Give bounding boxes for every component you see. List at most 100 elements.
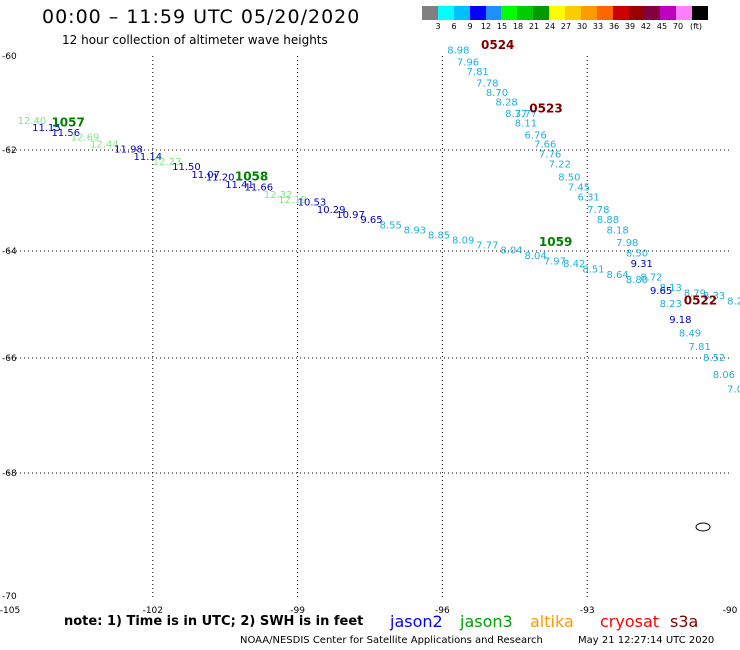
wave-height-value: 8.24 <box>727 297 740 308</box>
color-scale-bar <box>422 6 709 20</box>
wave-height-value: 11.20 <box>206 172 235 183</box>
wave-height-value: 12.32 <box>264 190 293 201</box>
pass-label: 0524 <box>481 38 514 52</box>
color-scale-label: 15 <box>496 22 508 31</box>
longitude-tick-label: -99 <box>290 606 305 616</box>
wave-height-value: 8.93 <box>404 225 426 236</box>
longitude-tick-label: -90 <box>723 606 738 616</box>
pass-label: 0523 <box>529 101 562 115</box>
pass-label: 1059 <box>539 235 572 249</box>
longitude-tick-label: -105 <box>0 606 20 616</box>
color-scale-label: 27 <box>560 22 572 31</box>
latitude-tick-label: -66 <box>2 354 17 364</box>
map-subtitle: 12 hour collection of altimeter wave hei… <box>62 33 328 47</box>
longitude-tick-label: -93 <box>580 606 595 616</box>
color-scale-label: 9 <box>467 22 473 31</box>
wave-height-value: 7.22 <box>549 160 571 171</box>
wave-height-value: 12.23 <box>153 157 182 168</box>
wave-height-value: 7.0 <box>727 385 740 396</box>
longitude-tick-label: -96 <box>435 606 450 616</box>
color-swatch <box>628 6 645 20</box>
wave-height-value: 7.77 <box>515 109 537 120</box>
wave-height-value: 8.33 <box>703 291 725 302</box>
wave-height-value: 12.40 <box>18 116 47 127</box>
wave-height-value: 8.79 <box>684 288 706 299</box>
wave-height-value: 9.65 <box>360 215 382 226</box>
wave-height-value: 8.23 <box>660 299 682 310</box>
wave-height-value: 7.96 <box>457 57 479 68</box>
wave-height-value: 7.78 <box>587 205 609 216</box>
color-swatch <box>437 6 454 20</box>
satellite-legend-jason2: jason2 <box>390 612 443 631</box>
color-scale-label: 45 <box>656 22 668 31</box>
map-title: 00:00 – 11:59 UTC 05/20/2020 <box>42 6 361 28</box>
color-scale-label: 24 <box>544 22 556 31</box>
wave-height-value: 8.42 <box>563 259 585 270</box>
wave-height-value: 11.98 <box>114 145 143 156</box>
color-swatch <box>596 6 613 20</box>
wave-height-value: 7.78 <box>476 79 498 90</box>
color-swatch <box>612 6 629 20</box>
color-scale-label: 36 <box>608 22 620 31</box>
wave-height-value: 10.29 <box>317 205 346 216</box>
satellite-legend-s3a: s3a <box>670 612 699 631</box>
wave-height-value: 8.06 <box>713 370 735 381</box>
color-scale-label: 3 <box>435 22 441 31</box>
wave-height-value: 8.13 <box>660 283 682 294</box>
latitude-tick-label: -60 <box>2 52 17 62</box>
wave-height-value: 8.55 <box>380 220 402 231</box>
color-swatch <box>501 6 518 20</box>
color-scale-label: 6 <box>451 22 457 31</box>
wave-height-value: 11.14 <box>133 152 162 163</box>
wave-height-value: 8.80 <box>626 275 648 286</box>
color-swatch <box>469 6 486 20</box>
satellite-legend-altika: altika <box>530 612 574 631</box>
color-scale-label: 12 <box>480 22 492 31</box>
wave-height-value: 8.37 <box>505 109 527 120</box>
wave-height-value: 7.81 <box>467 67 489 78</box>
wave-height-value: 11.66 <box>245 182 274 193</box>
wave-height-value: 7.76 <box>539 150 561 161</box>
wave-height-value: 8.52 <box>703 353 725 364</box>
color-scale-label: 42 <box>640 22 652 31</box>
wave-height-value: 8.70 <box>486 88 508 99</box>
wave-height-value: 9.18 <box>669 315 691 326</box>
wave-height-value: 10.53 <box>298 198 327 209</box>
color-swatch <box>676 6 693 20</box>
wave-height-value: 12.69 <box>71 133 100 144</box>
wave-height-value: 8.64 <box>607 270 629 281</box>
wave-height-value: 10.97 <box>336 210 365 221</box>
color-scale-label: 21 <box>528 22 540 31</box>
wave-height-value: 7.66 <box>534 140 556 151</box>
wave-height-value: 8.49 <box>679 329 701 340</box>
wave-height-value: 11.50 <box>172 162 201 173</box>
generated-timestamp: May 21 12:27:14 UTC 2020 <box>578 635 715 646</box>
color-scale-label: 30 <box>576 22 588 31</box>
wave-height-value: 8.85 <box>428 230 450 241</box>
color-swatch <box>533 6 550 20</box>
wave-height-value: 7.97 <box>544 256 566 267</box>
satellite-legend-cryosat: cryosat <box>600 612 660 631</box>
color-swatch <box>660 6 677 20</box>
color-swatch <box>565 6 581 20</box>
wave-height-value: 8.04 <box>524 251 546 262</box>
color-scale-label: 33 <box>592 22 604 31</box>
color-swatch <box>692 6 709 20</box>
wave-height-value: 11.56 <box>51 128 80 139</box>
color-swatch <box>644 6 661 20</box>
wave-height-value: 8.51 <box>582 264 604 275</box>
color-swatch <box>422 6 438 20</box>
color-scale-label: (ft) <box>689 22 703 31</box>
wave-height-value: 6.31 <box>578 193 600 204</box>
wave-height-value: 8.50 <box>626 248 648 259</box>
latitude-tick-label: -64 <box>2 247 17 257</box>
color-scale-labels: 3 6 9 12 15 18 21 24 27 30 33 36 39 42 45 70 (ft) <box>422 22 740 34</box>
wave-height-value: 8.98 <box>447 46 469 57</box>
legend-note: note: 1) Time is in UTC; 2) SWH is in fe… <box>64 614 364 629</box>
pass-label: 1058 <box>235 169 268 183</box>
wave-height-value: 8.50 <box>558 172 580 183</box>
wave-height-value: 11.07 <box>191 170 220 181</box>
longitude-tick-label: -102 <box>143 606 163 616</box>
wave-height-value: 11.15 <box>32 123 61 134</box>
wave-height-value: 12.19 <box>278 195 307 206</box>
